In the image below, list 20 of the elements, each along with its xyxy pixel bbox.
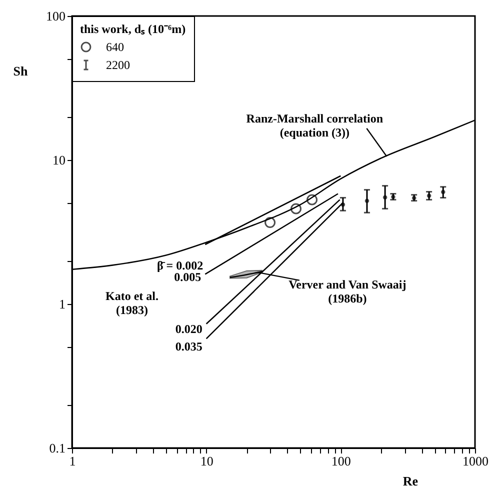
y-axis-title: Sh [13, 64, 28, 78]
annotation: Kato et al. (1983) [106, 289, 158, 317]
x-tick-label: 10 [200, 454, 214, 468]
legend-label: 640 [106, 40, 124, 54]
x-tick-label: 1000 [462, 454, 488, 468]
annotation: β̄ = 0.002 [156, 258, 204, 272]
y-tick-label: 0.1 [49, 440, 66, 456]
legend-label: 2200 [106, 58, 130, 72]
y-tick-label: 100 [46, 8, 66, 24]
annotation: Ranz-Marshall correlation (equation (3)) [246, 111, 384, 140]
annotation: 0.005 [174, 270, 202, 284]
x-tick-label: 100 [331, 454, 351, 468]
y-tick-label: 1 [59, 296, 66, 312]
x-axis-title: Re [402, 474, 418, 488]
annotation: 0.035 [175, 340, 202, 354]
legend-title: this work, dₛ (10⁻⁶m) [80, 22, 186, 36]
annotation: Verver and Van Swaaij (1986b) [288, 277, 406, 306]
y-tick-label: 10 [52, 152, 66, 168]
annotation: 0.020 [175, 322, 202, 336]
x-tick-label: 1 [69, 454, 76, 468]
